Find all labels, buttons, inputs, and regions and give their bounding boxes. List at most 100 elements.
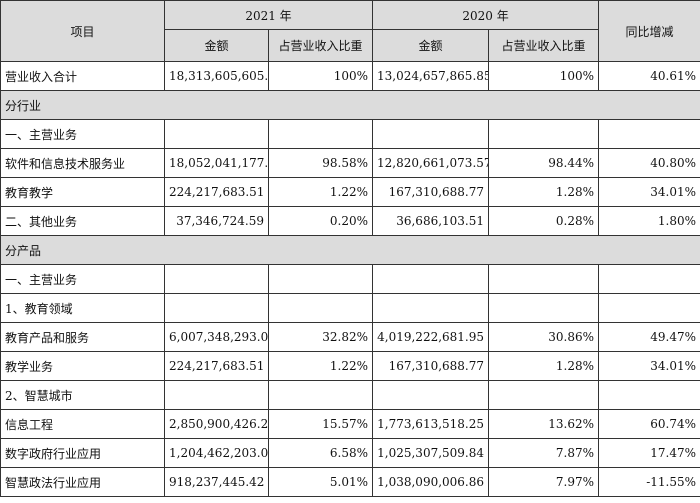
table-body: 营业收入合计18,313,605,605.92100%13,024,657,86… [0, 61, 700, 497]
row-label: 教育产品和服务 [0, 322, 165, 352]
table-header: 项目 2021 年 2020 年 同比增减 金额 占营业收入比重 金额 占营业收… [0, 0, 700, 62]
header-item: 项目 [0, 0, 165, 62]
row-label: 营业收入合计 [0, 61, 165, 91]
section-label: 分行业 [0, 90, 700, 120]
yoy-change: 40.61% [598, 61, 700, 91]
section-row: 分行业 [0, 90, 700, 120]
total-row: 营业收入合计18,313,605,605.92100%13,024,657,86… [0, 61, 700, 91]
amount-2021: 37,346,724.59 [164, 206, 269, 236]
header-year-2020: 2020 年 [372, 0, 600, 30]
header-yoy: 同比增减 [598, 0, 700, 62]
yoy-change: -11.55% [598, 467, 700, 497]
amount-2020: 13,024,657,865.85 [372, 61, 490, 91]
header-amount-2021: 金额 [164, 29, 269, 62]
yoy-change: 1.80% [598, 206, 700, 236]
amount-2021 [164, 293, 269, 323]
table-row: 数字政府行业应用 1,204,462,203.07 6.58% 1,025,307,5… [0, 438, 700, 468]
amount-2020 [372, 293, 490, 323]
share-2021: 0.20% [267, 206, 374, 236]
row-label: 教育教学 [0, 177, 165, 207]
share-2021: 15.57% [267, 409, 374, 439]
share-2021: 1.22% [267, 351, 374, 381]
amount-2021 [164, 119, 269, 149]
amount-2020: 1,025,307,509.84 [372, 438, 490, 468]
amount-2020: 167,310,688.77 [372, 177, 490, 207]
table-row: 一、主营业务 [0, 119, 700, 149]
share-2021: 6.58% [267, 438, 374, 468]
share-2020: 13.62% [488, 409, 600, 439]
table-row: 一、主营业务 [0, 264, 700, 294]
yoy-change: 34.01% [598, 351, 700, 381]
header-share-2021: 占营业收入比重 [267, 29, 374, 62]
share-2021: 98.58% [267, 148, 374, 178]
yoy-change [598, 119, 700, 149]
amount-2021: 2,850,900,426.27 [164, 409, 269, 439]
amount-2020: 167,310,688.77 [372, 351, 490, 381]
yoy-change: 60.74% [598, 409, 700, 439]
table-row: 教育教学 224,217,683.51 1.22% 167,310,688.77 1.2… [0, 177, 700, 207]
share-2021 [267, 264, 374, 294]
row-label: 教学业务 [0, 351, 165, 381]
share-2021: 32.82% [267, 322, 374, 352]
row-label: 软件和信息技术服务业 [0, 148, 165, 178]
row-label: 一、主营业务 [0, 119, 165, 149]
share-2021: 100% [267, 61, 374, 91]
amount-2020: 1,038,090,006.86 [372, 467, 490, 497]
share-2021 [267, 293, 374, 323]
amount-2021: 6,007,348,293.08 [164, 322, 269, 352]
row-label: 二、其他业务 [0, 206, 165, 236]
table-row: 教学业务 224,217,683.51 1.22% 167,310,688.77 1.2… [0, 351, 700, 381]
table-row: 1、教育领域 [0, 293, 700, 323]
section-label: 分产品 [0, 235, 700, 265]
amount-2021: 18,052,041,177.82 [164, 148, 269, 178]
share-2020 [488, 380, 600, 410]
amount-2021: 1,204,462,203.07 [164, 438, 269, 468]
row-label: 数字政府行业应用 [0, 438, 165, 468]
share-2020: 30.86% [488, 322, 600, 352]
section-row: 分产品 [0, 235, 700, 265]
yoy-change: 34.01% [598, 177, 700, 207]
table-row: 软件和信息技术服务业18,052,041,177.8298.58%12,820,… [0, 148, 700, 178]
amount-2020 [372, 264, 490, 294]
share-2020: 100% [488, 61, 600, 91]
amount-2021 [164, 264, 269, 294]
share-2020: 7.97% [488, 467, 600, 497]
yoy-change: 17.47% [598, 438, 700, 468]
amount-2021: 18,313,605,605.92 [164, 61, 269, 91]
share-2020 [488, 119, 600, 149]
share-2020: 0.28% [488, 206, 600, 236]
table-row: 2、智慧城市 [0, 380, 700, 410]
row-label: 一、主营业务 [0, 264, 165, 294]
share-2020 [488, 264, 600, 294]
header-amount-2020: 金额 [372, 29, 490, 62]
amount-2020: 12,820,661,073.57 [372, 148, 490, 178]
share-2020: 98.44% [488, 148, 600, 178]
yoy-change: 49.47% [598, 322, 700, 352]
amount-2020: 36,686,103.51 [372, 206, 490, 236]
share-2021 [267, 119, 374, 149]
amount-2021: 918,237,445.42 [164, 467, 269, 497]
amount-2021: 224,217,683.51 [164, 177, 269, 207]
row-label: 信息工程 [0, 409, 165, 439]
yoy-change: 40.80% [598, 148, 700, 178]
row-label: 智慧政法行业应用 [0, 467, 165, 497]
share-2020 [488, 293, 600, 323]
amount-2020 [372, 380, 490, 410]
amount-2021: 224,217,683.51 [164, 351, 269, 381]
amount-2020: 4,019,222,681.95 [372, 322, 490, 352]
yoy-change [598, 264, 700, 294]
header-share-2020: 占营业收入比重 [488, 29, 600, 62]
share-2020: 1.28% [488, 351, 600, 381]
amount-2021 [164, 380, 269, 410]
share-2021: 5.01% [267, 467, 374, 497]
table-row: 智慧政法行业应用 918,237,445.42 5.01% 1,038,090,006… [0, 467, 700, 497]
share-2020: 7.87% [488, 438, 600, 468]
amount-2020 [372, 119, 490, 149]
share-2020: 1.28% [488, 177, 600, 207]
table-row: 教育产品和服务 6,007,348,293.08 32.82% 4,019,222,6… [0, 322, 700, 352]
header-year-2021: 2021 年 [163, 0, 374, 30]
yoy-change [598, 380, 700, 410]
yoy-change [598, 293, 700, 323]
table-row: 二、其他业务 37,346,724.59 0.20% 36,686,103.51 0.2… [0, 206, 700, 236]
